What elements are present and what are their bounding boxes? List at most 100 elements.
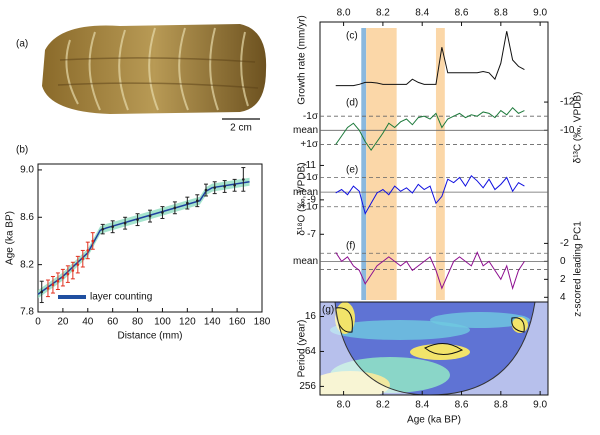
data-point — [136, 218, 139, 221]
wavelet-spectrum — [320, 302, 548, 395]
x-tick-label-top: 8.2 — [376, 8, 390, 19]
legend-label: layer counting — [90, 292, 152, 303]
data-point — [186, 201, 189, 205]
x-tick-label-top: 8.8 — [494, 8, 508, 19]
model-uncertainty — [38, 177, 250, 299]
y-axis-label: Growth rate (mm/yr) — [297, 15, 308, 104]
y-tick-label: 9.0 — [20, 165, 34, 176]
y-axis-label: Age (ka BP) — [5, 211, 16, 265]
y-tick-label: 256 — [299, 381, 316, 392]
x-tick-label: 40 — [82, 317, 94, 328]
data-point — [173, 206, 177, 210]
x-tick-label-top: 8.6 — [455, 8, 469, 19]
x-axis-label: Age (ka BP) — [407, 415, 461, 426]
data-point — [111, 225, 114, 229]
reference-label: mean — [293, 187, 318, 198]
x-tick-label: 9.0 — [533, 400, 547, 411]
x-tick-label: 180 — [254, 317, 271, 328]
y-tick-label: -9 — [307, 195, 316, 206]
panel-label: (g) — [322, 305, 334, 316]
panel-label: (d) — [346, 98, 358, 109]
y-tick-label: 64 — [305, 346, 317, 357]
data-line — [335, 174, 525, 215]
x-tick-label-top: 8.0 — [337, 8, 351, 19]
x-tick-label: 8.4 — [415, 400, 429, 411]
x-tick-label-top: 8.4 — [415, 8, 429, 19]
x-tick-label: 80 — [132, 317, 144, 328]
panel-label: (c) — [346, 31, 358, 42]
reference-label: +1σ — [300, 201, 318, 212]
y-tick-label: 16 — [305, 311, 317, 322]
data-line — [335, 251, 525, 291]
y-tick-label: 8.2 — [20, 259, 34, 270]
y-tick-label: -2 — [560, 238, 569, 249]
y-tick-label: 2 — [560, 274, 566, 285]
data-point — [195, 199, 199, 203]
x-tick-label-top: 9.0 — [533, 8, 547, 19]
data-point — [204, 188, 208, 192]
y-tick-label: 0 — [560, 256, 566, 267]
y-axis-label: δ¹³C (‰, VPDB) — [573, 92, 584, 164]
panel-label: (b) — [16, 145, 28, 156]
stalagmite-photo — [42, 24, 267, 120]
data-point — [56, 279, 60, 283]
x-tick-label: 160 — [229, 317, 246, 328]
x-axis-label: Distance (mm) — [117, 331, 182, 342]
data-line — [335, 106, 525, 151]
y-axis-label: z-scored leading PC1 — [573, 221, 584, 317]
x-tick-label: 100 — [154, 317, 171, 328]
plot-frame — [37, 163, 263, 313]
highlight-span — [361, 28, 367, 300]
x-tick-label: 8.2 — [376, 400, 390, 411]
reference-label: -1σ — [303, 111, 319, 122]
scale-label: 2 cm — [230, 123, 252, 134]
panel-label: (f) — [346, 241, 355, 252]
data-point — [66, 272, 70, 276]
y-axis-label: Period (year) — [297, 320, 308, 378]
reference-label: mean — [293, 125, 318, 136]
data-point — [40, 290, 44, 294]
x-tick-label: 0 — [35, 317, 41, 328]
data-point — [91, 239, 95, 243]
y-tick-label: 8.6 — [20, 212, 34, 223]
y-tick-label: 7.8 — [20, 307, 34, 318]
y-tick-label: -10 — [560, 125, 575, 136]
age-model — [37, 181, 250, 295]
data-point — [46, 287, 50, 290]
data-point — [86, 249, 90, 252]
panel-label: (a) — [16, 39, 28, 50]
x-tick-label: 140 — [204, 317, 221, 328]
x-tick-label: 8.6 — [455, 400, 469, 411]
highlight-span — [366, 28, 397, 300]
reference-label: mean — [293, 256, 318, 267]
data-point — [76, 263, 80, 266]
data-point — [51, 283, 55, 287]
y-tick-label: -12 — [560, 97, 575, 108]
highlight-span — [435, 28, 445, 300]
x-tick-label: 120 — [179, 317, 196, 328]
data-point — [101, 227, 105, 231]
data-point — [148, 214, 152, 218]
x-tick-label: 60 — [107, 317, 119, 328]
x-tick-label: 8.0 — [337, 400, 351, 411]
reference-label: +1σ — [300, 139, 318, 150]
y-tick-label: -11 — [302, 160, 316, 171]
plot-frame — [319, 21, 549, 396]
data-point — [161, 211, 164, 214]
data-point — [123, 221, 127, 225]
y-axis-label: δ¹⁸O (‰, VPDB) — [297, 162, 308, 235]
data-point — [61, 276, 65, 279]
data-point — [223, 185, 226, 188]
x-tick-label: 8.8 — [494, 400, 508, 411]
data-point — [71, 269, 75, 272]
data-line — [335, 31, 525, 87]
reference-label: -1σ — [303, 172, 319, 183]
panel-label: (e) — [346, 165, 358, 176]
data-point — [81, 257, 85, 261]
y-tick-label: 4 — [560, 292, 566, 303]
data-point — [233, 184, 236, 187]
data-point — [242, 178, 245, 181]
x-tick-label: 20 — [57, 317, 69, 328]
data-point — [213, 186, 217, 189]
